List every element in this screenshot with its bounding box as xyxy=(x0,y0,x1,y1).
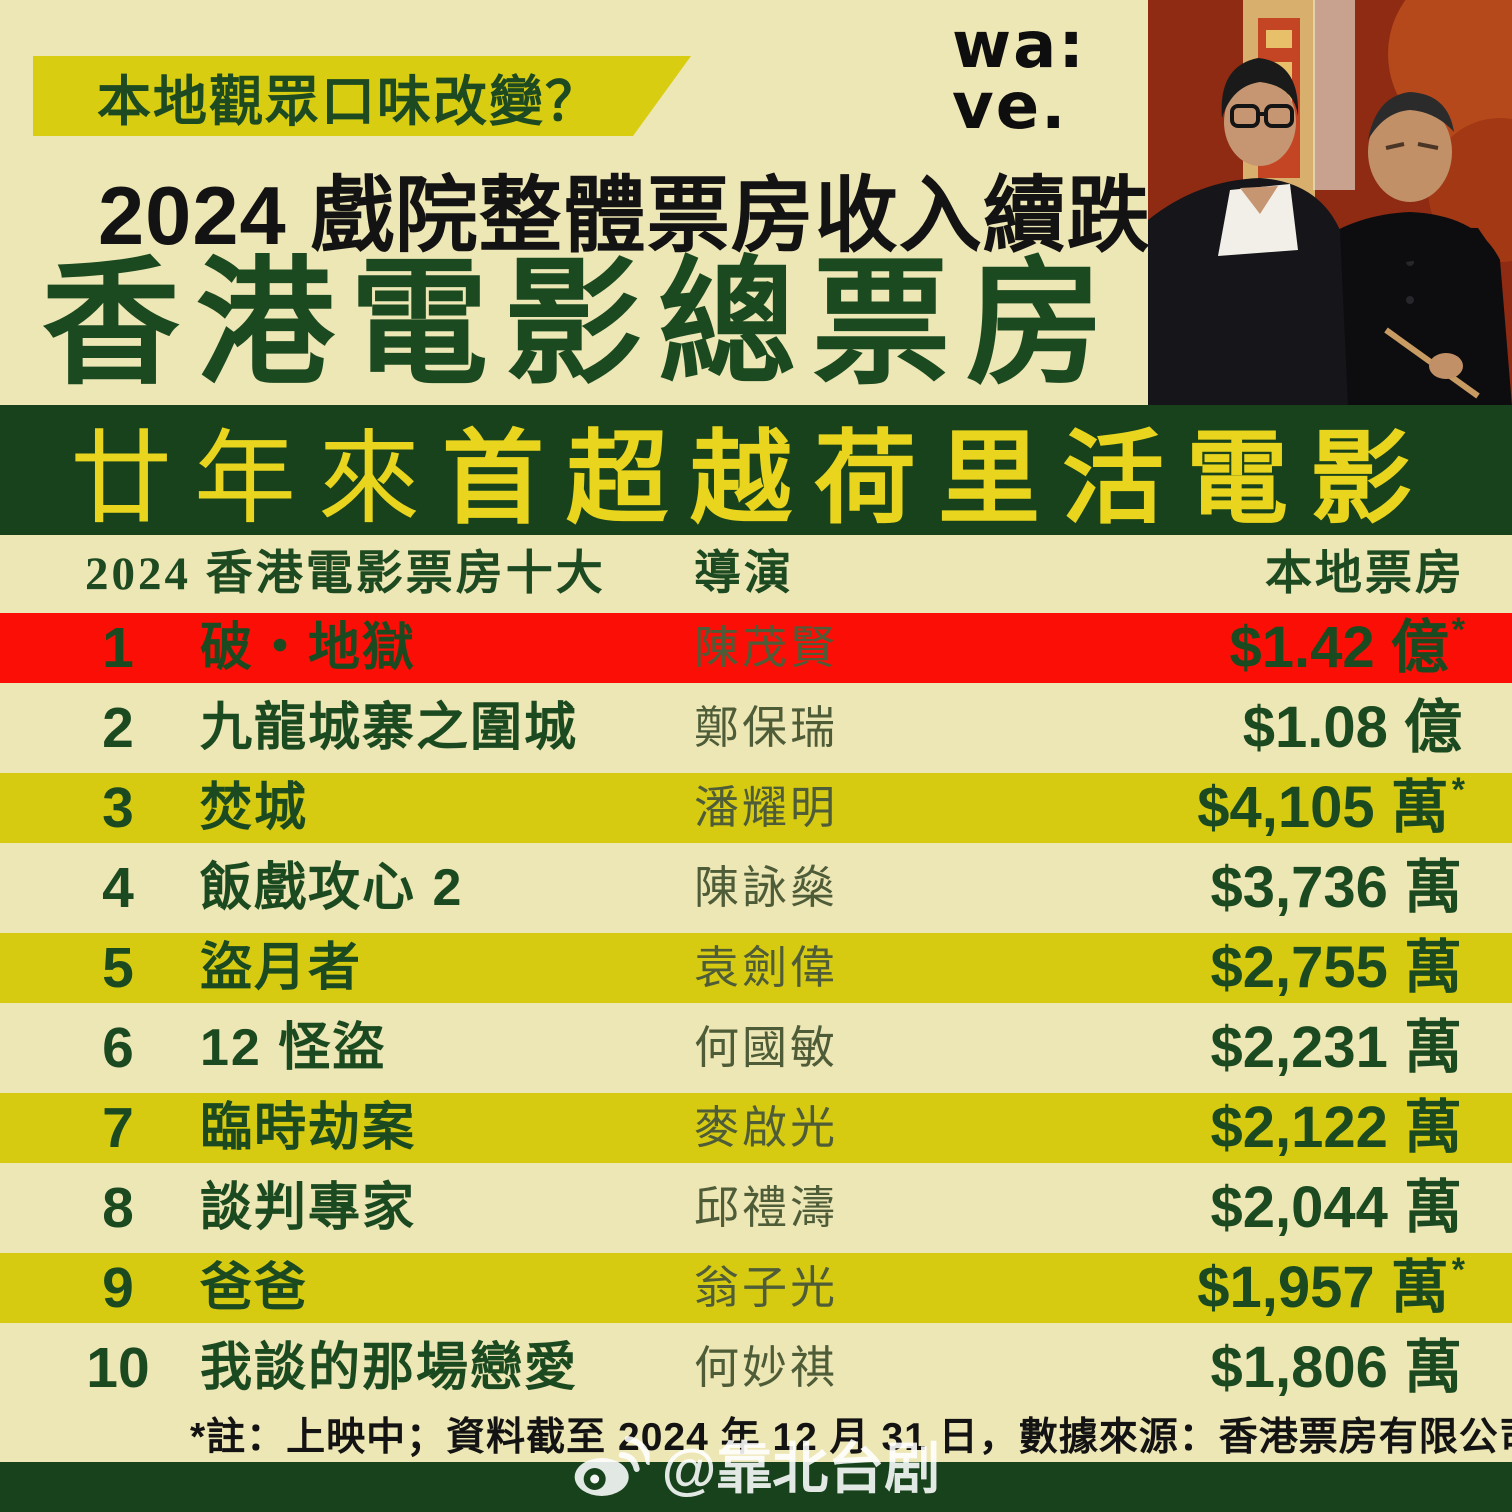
boxoffice-value: $2,755 萬 xyxy=(1210,933,1465,1003)
wave-logo-line2: ve. xyxy=(952,69,1068,144)
subtitle: 2024 戲院整體票房收入續跌 xyxy=(98,169,1151,262)
table-row: 7 臨時劫案 麥啟光 $2,122 萬 xyxy=(0,1093,1512,1163)
tagline-text: 本地觀眾口味改變？ xyxy=(97,71,601,132)
rank: 6 xyxy=(102,1016,134,1080)
boxoffice-value: $2,122 萬 xyxy=(1210,1093,1465,1163)
movie-title: 我談的那場戀愛 xyxy=(200,1339,579,1397)
director: 袁劍偉 xyxy=(694,942,839,993)
boxoffice-amount: $1,957 萬 xyxy=(1197,1255,1449,1320)
page-title: 香港電影總票房 xyxy=(42,247,1121,401)
boxoffice-amount: $4,105 萬 xyxy=(1197,775,1449,840)
column-header-movie: 2024 香港電影票房十大 xyxy=(85,548,606,600)
movie-title: 焚城 xyxy=(200,779,309,837)
weibo-icon xyxy=(574,1435,650,1496)
footnote: *註：上映中；資料截至 2024 年 12 月 31 日，數據來源：香港票房有限… xyxy=(190,1416,1512,1459)
movie-title: 爸爸 xyxy=(200,1259,309,1317)
boxoffice-value: $1.08 億 xyxy=(1243,693,1465,763)
headline-banner: 廿年來 首超越荷里活電影 xyxy=(0,405,1512,536)
column-header-boxoffice: 本地票房 xyxy=(1265,548,1465,600)
table-row: 9 爸爸 翁子光 $1,957 萬* xyxy=(0,1253,1512,1323)
ranking-table: 1 破・地獄 陳茂賢 $1.42 億* 2 九龍城寨之圍城 鄭保瑞 $1.08 … xyxy=(0,613,1512,1413)
movie-title: 12 怪盜 xyxy=(200,1019,387,1077)
boxoffice-amount: $2,231 萬 xyxy=(1210,1015,1462,1080)
bottom-bar xyxy=(0,1462,1512,1512)
table-header: 2024 香港電影票房十大 導演 本地票房 xyxy=(0,535,1512,613)
rank: 7 xyxy=(102,1096,134,1160)
rank: 8 xyxy=(102,1176,134,1240)
table-row: 6 12 怪盜 何國敏 $2,231 萬 xyxy=(0,1013,1512,1083)
boxoffice-amount: $2,755 萬 xyxy=(1210,935,1462,1000)
table-row: 10 我談的那場戀愛 何妙祺 $1,806 萬 xyxy=(0,1333,1512,1403)
banner-text-bold: 首超越荷里活電影 xyxy=(442,421,1434,536)
director: 邱禮濤 xyxy=(694,1182,839,1233)
rank: 9 xyxy=(102,1256,134,1320)
rank: 2 xyxy=(102,696,134,760)
boxoffice-amount: $1,806 萬 xyxy=(1210,1335,1462,1400)
movie-title: 九龍城寨之圍城 xyxy=(200,699,579,757)
asterisk-note: * xyxy=(1451,771,1465,809)
movie-still-photo xyxy=(1148,0,1512,406)
movie-title: 談判專家 xyxy=(200,1179,417,1237)
boxoffice-amount: $3,736 萬 xyxy=(1210,855,1462,920)
wave-logo-line1: wa: xyxy=(952,9,1086,83)
boxoffice-value: $4,105 萬* xyxy=(1197,773,1465,843)
column-header-director: 導演 xyxy=(694,548,794,600)
table-row: 8 談判專家 邱禮濤 $2,044 萬 xyxy=(0,1173,1512,1243)
tagline-banner: 本地觀眾口味改變？ xyxy=(33,56,691,136)
rank: 4 xyxy=(102,856,134,920)
rank: 1 xyxy=(102,616,134,680)
rank: 10 xyxy=(86,1336,150,1400)
director: 翁子光 xyxy=(694,1262,839,1313)
table-row: 4 飯戲攻心 2 陳詠燊 $3,736 萬 xyxy=(0,853,1512,923)
asterisk-note: * xyxy=(1451,1251,1465,1289)
table-row: 1 破・地獄 陳茂賢 $1.42 億* xyxy=(0,613,1512,683)
movie-title: 破・地獄 xyxy=(200,619,417,677)
director: 潘耀明 xyxy=(694,782,839,833)
table-row: 2 九龍城寨之圍城 鄭保瑞 $1.08 億 xyxy=(0,693,1512,763)
table-row: 5 盜月者 袁劍偉 $2,755 萬 xyxy=(0,933,1512,1003)
wave-logo: wa: ve. xyxy=(952,9,1086,144)
boxoffice-value: $3,736 萬 xyxy=(1210,853,1465,923)
boxoffice-amount: $2,044 萬 xyxy=(1210,1175,1462,1240)
rank: 3 xyxy=(102,776,134,840)
director: 陳詠燊 xyxy=(694,862,839,913)
boxoffice-value: $2,231 萬 xyxy=(1210,1013,1465,1083)
asterisk-note: * xyxy=(1451,611,1465,649)
watermark: @靠北台剧 xyxy=(572,1424,941,1505)
director: 何國敏 xyxy=(694,1022,839,1073)
table-row: 3 焚城 潘耀明 $4,105 萬* xyxy=(0,773,1512,843)
boxoffice-amount: $2,122 萬 xyxy=(1210,1095,1462,1160)
rank: 5 xyxy=(102,936,134,1000)
director: 鄭保瑞 xyxy=(694,702,839,753)
boxoffice-value: $1,957 萬* xyxy=(1197,1253,1465,1323)
boxoffice-amount: $1.42 億 xyxy=(1229,615,1449,680)
banner-text-light: 廿年來 xyxy=(70,421,442,536)
director: 陳茂賢 xyxy=(694,622,839,673)
movie-title: 臨時劫案 xyxy=(200,1099,417,1157)
boxoffice-value: $1.42 億* xyxy=(1230,613,1466,683)
boxoffice-value: $1,806 萬 xyxy=(1210,1333,1465,1403)
boxoffice-value: $2,044 萬 xyxy=(1210,1173,1465,1243)
boxoffice-amount: $1.08 億 xyxy=(1242,695,1462,760)
movie-title: 盜月者 xyxy=(200,939,363,997)
watermark-handle: @靠北台剧 xyxy=(661,1437,941,1500)
director: 麥啟光 xyxy=(694,1102,839,1153)
movie-title: 飯戲攻心 2 xyxy=(200,859,464,917)
director: 何妙祺 xyxy=(694,1342,839,1393)
